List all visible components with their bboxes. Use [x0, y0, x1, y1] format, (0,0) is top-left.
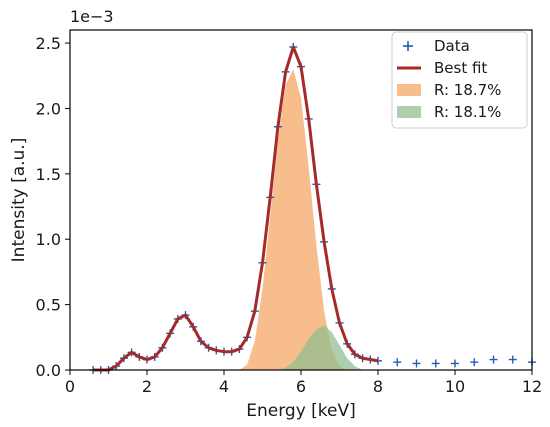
x-tick-label: 2 — [142, 377, 152, 396]
legend-label: Data — [434, 37, 470, 55]
y-tick-label: 2.5 — [36, 34, 61, 53]
line-layer — [93, 45, 379, 372]
y-axis-multiplier: 1e−3 — [70, 7, 114, 26]
legend-label: R: 18.1% — [434, 103, 501, 121]
x-tick-label: 8 — [373, 377, 383, 396]
x-tick-label: 10 — [445, 377, 465, 396]
y-tick-label: 1.0 — [36, 230, 61, 249]
legend-label: R: 18.7% — [434, 81, 501, 99]
y-tick-label: 0.0 — [36, 361, 61, 380]
legend-swatch — [397, 106, 421, 118]
y-axis-ticks: 0.0 0.5 1.0 1.5 2.0 2.5 — [36, 34, 70, 380]
x-tick-label: 4 — [219, 377, 229, 396]
x-axis-ticks: 0 2 4 6 8 10 12 — [65, 370, 542, 396]
x-tick-label: 12 — [522, 377, 542, 396]
legend-box — [391, 31, 528, 129]
data-point — [508, 355, 517, 364]
data-point — [470, 358, 479, 367]
legend-label: Best fit — [434, 59, 487, 77]
data-point — [489, 355, 498, 364]
x-tick-label: 6 — [296, 377, 306, 396]
data-point — [393, 358, 402, 367]
x-axis-label: Energy [keV] — [246, 401, 356, 421]
area-series-3 — [277, 325, 363, 370]
y-tick-label: 1.5 — [36, 165, 61, 184]
y-tick-label: 2.0 — [36, 99, 61, 118]
legend: Data Best fit R: 18.7% R: 18.1% — [391, 31, 528, 129]
data-point — [412, 359, 421, 368]
data-point — [431, 359, 440, 368]
legend-swatch — [397, 84, 421, 96]
y-tick-label: 0.5 — [36, 296, 61, 315]
data-point — [451, 359, 459, 368]
x-tick-label: 0 — [65, 377, 75, 396]
y-axis-label: Intensity [a.u.] — [9, 138, 29, 263]
area-layer — [239, 69, 363, 370]
best-fit-line — [93, 45, 379, 372]
area-series-2 — [239, 69, 348, 370]
